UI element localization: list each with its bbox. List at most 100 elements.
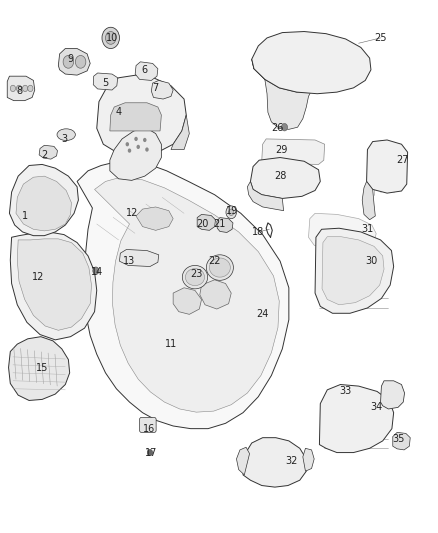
Ellipse shape bbox=[182, 265, 208, 289]
Polygon shape bbox=[151, 80, 173, 99]
Polygon shape bbox=[173, 288, 201, 314]
Circle shape bbox=[143, 138, 147, 142]
Text: 32: 32 bbox=[285, 456, 297, 465]
Text: 26: 26 bbox=[271, 123, 283, 133]
Circle shape bbox=[128, 149, 131, 153]
Ellipse shape bbox=[209, 258, 230, 277]
Polygon shape bbox=[217, 217, 233, 232]
Polygon shape bbox=[197, 214, 215, 230]
Text: 17: 17 bbox=[145, 448, 158, 457]
Text: 29: 29 bbox=[275, 144, 288, 155]
Polygon shape bbox=[7, 76, 35, 101]
Polygon shape bbox=[58, 49, 90, 75]
Text: 24: 24 bbox=[257, 309, 269, 319]
Polygon shape bbox=[252, 59, 311, 130]
Circle shape bbox=[22, 85, 28, 92]
Circle shape bbox=[226, 206, 237, 219]
Polygon shape bbox=[39, 146, 57, 159]
Text: 19: 19 bbox=[226, 206, 238, 216]
Text: 30: 30 bbox=[366, 256, 378, 266]
Polygon shape bbox=[10, 165, 78, 236]
Circle shape bbox=[282, 124, 288, 131]
Circle shape bbox=[93, 267, 99, 274]
Polygon shape bbox=[308, 213, 376, 251]
Polygon shape bbox=[120, 249, 159, 266]
Text: 12: 12 bbox=[32, 272, 44, 282]
Polygon shape bbox=[243, 438, 306, 487]
Ellipse shape bbox=[206, 255, 233, 280]
Text: 18: 18 bbox=[252, 227, 265, 237]
Polygon shape bbox=[362, 181, 375, 220]
Polygon shape bbox=[247, 181, 284, 211]
Polygon shape bbox=[110, 103, 161, 131]
Text: 35: 35 bbox=[392, 434, 404, 445]
Circle shape bbox=[134, 137, 138, 141]
Circle shape bbox=[28, 85, 33, 92]
FancyBboxPatch shape bbox=[140, 417, 156, 432]
Polygon shape bbox=[303, 448, 314, 471]
Circle shape bbox=[102, 27, 120, 49]
Polygon shape bbox=[319, 384, 394, 453]
Text: 15: 15 bbox=[36, 362, 48, 373]
Polygon shape bbox=[9, 337, 70, 400]
Text: 31: 31 bbox=[361, 224, 374, 235]
Polygon shape bbox=[322, 237, 384, 305]
Polygon shape bbox=[11, 232, 97, 340]
Ellipse shape bbox=[185, 269, 205, 286]
Circle shape bbox=[11, 85, 15, 92]
Text: 2: 2 bbox=[41, 150, 47, 160]
Text: 25: 25 bbox=[374, 33, 387, 43]
Polygon shape bbox=[97, 75, 186, 155]
Polygon shape bbox=[315, 228, 394, 313]
Circle shape bbox=[229, 209, 234, 215]
Polygon shape bbox=[262, 139, 325, 165]
Text: 1: 1 bbox=[21, 211, 28, 221]
Circle shape bbox=[126, 142, 129, 147]
Text: 14: 14 bbox=[91, 267, 103, 277]
Text: 13: 13 bbox=[124, 256, 136, 266]
Ellipse shape bbox=[57, 129, 75, 141]
Polygon shape bbox=[381, 381, 405, 409]
Text: 23: 23 bbox=[190, 270, 202, 279]
Text: 28: 28 bbox=[274, 171, 286, 181]
Text: 8: 8 bbox=[16, 86, 22, 96]
Polygon shape bbox=[95, 177, 279, 412]
Text: 9: 9 bbox=[67, 54, 74, 64]
Circle shape bbox=[63, 55, 74, 68]
Circle shape bbox=[145, 148, 149, 152]
Text: 33: 33 bbox=[339, 386, 352, 397]
Circle shape bbox=[75, 55, 86, 68]
Polygon shape bbox=[16, 176, 71, 231]
Polygon shape bbox=[110, 128, 161, 180]
Polygon shape bbox=[393, 432, 410, 450]
Polygon shape bbox=[367, 140, 408, 193]
Polygon shape bbox=[252, 31, 371, 94]
Polygon shape bbox=[136, 207, 173, 230]
Text: 5: 5 bbox=[102, 78, 109, 88]
Polygon shape bbox=[200, 280, 231, 309]
Text: 3: 3 bbox=[61, 134, 67, 144]
Text: 22: 22 bbox=[208, 256, 221, 266]
Text: 4: 4 bbox=[116, 107, 122, 117]
Text: 6: 6 bbox=[142, 65, 148, 75]
Text: 16: 16 bbox=[143, 424, 155, 434]
Text: 34: 34 bbox=[370, 402, 382, 413]
Polygon shape bbox=[17, 239, 92, 330]
Text: 12: 12 bbox=[126, 208, 138, 219]
Polygon shape bbox=[171, 115, 189, 150]
Polygon shape bbox=[77, 160, 289, 429]
Polygon shape bbox=[251, 158, 320, 198]
Polygon shape bbox=[237, 447, 250, 475]
Polygon shape bbox=[135, 62, 158, 80]
Polygon shape bbox=[93, 73, 118, 90]
Text: 7: 7 bbox=[152, 83, 159, 93]
Circle shape bbox=[148, 449, 152, 456]
Circle shape bbox=[16, 85, 21, 92]
Text: 20: 20 bbox=[196, 219, 208, 229]
Text: 21: 21 bbox=[213, 219, 225, 229]
Text: 11: 11 bbox=[165, 338, 177, 349]
Text: 10: 10 bbox=[106, 33, 118, 43]
Circle shape bbox=[137, 145, 140, 149]
Circle shape bbox=[106, 31, 116, 44]
Text: 27: 27 bbox=[396, 155, 409, 165]
